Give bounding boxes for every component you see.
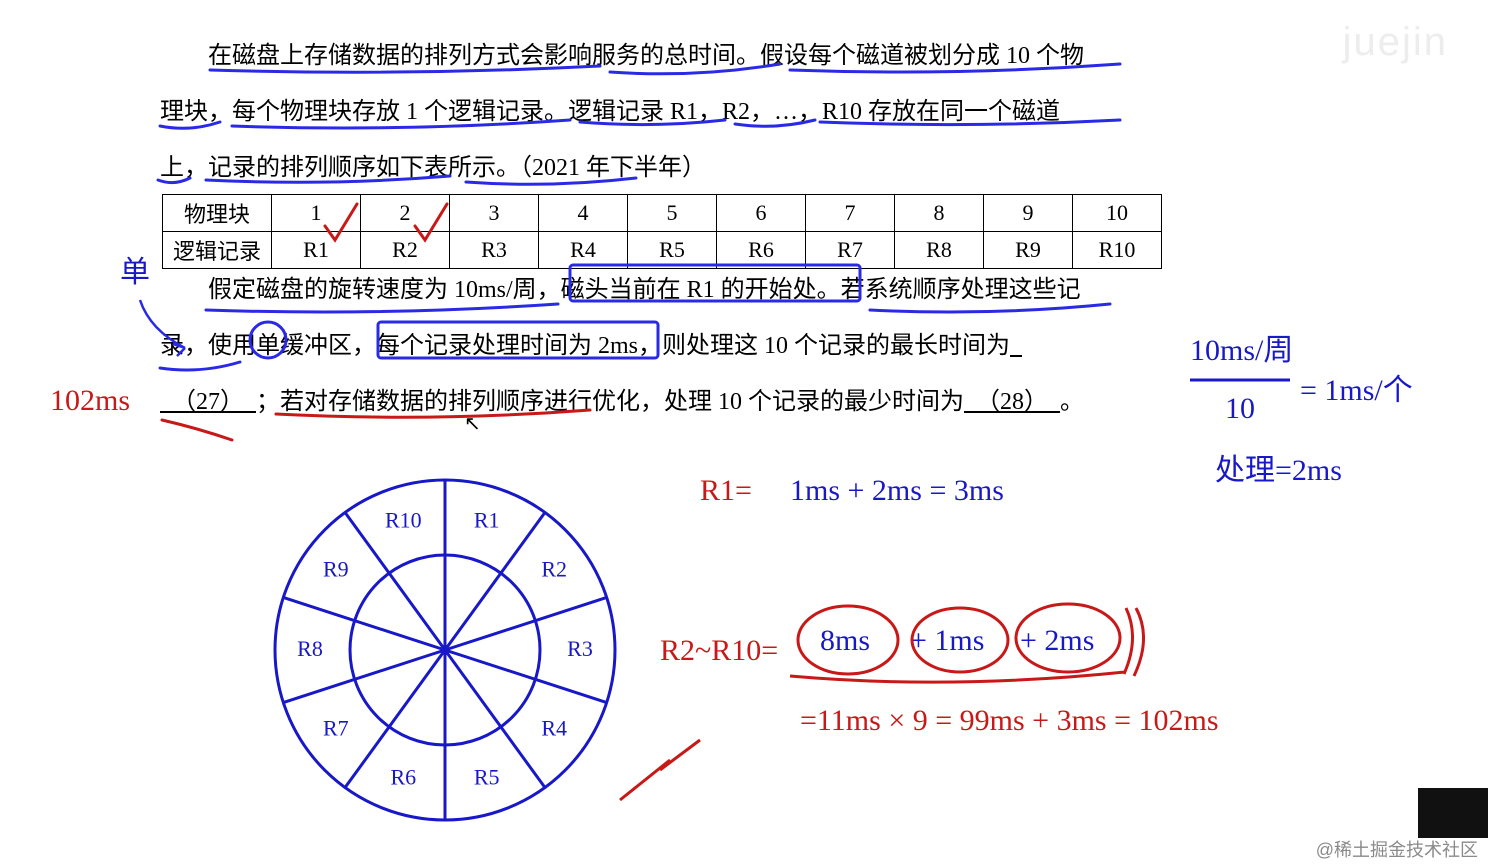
page-root: juejin 在磁盘上存储数据的排列方式会影响服务的总时间。假设每个磁道被划分成… (0, 0, 1488, 868)
calc-term-1: 8ms (820, 624, 870, 657)
problem-line-4: 假定磁盘的旋转速度为 10ms/周，磁头当前在 R1 的开始处。若系统顺序处理这… (160, 262, 1140, 318)
calc-term-3: + 2ms (1020, 624, 1094, 657)
table-cell: 9 (984, 195, 1073, 232)
svg-text:R8: R8 (297, 636, 323, 661)
svg-text:R9: R9 (323, 557, 349, 582)
calc-r2r10-label: R2~R10= (660, 634, 778, 667)
problem-line-6d: 。 (1060, 389, 1084, 415)
svg-text:R10: R10 (385, 508, 422, 533)
table-cell: 1 (272, 195, 361, 232)
problem-line-6b: ；若对存储数据的排列顺序进行优化，处理 10 个记录的最少时间为 (256, 389, 964, 415)
answer-102ms: 102ms (50, 384, 130, 417)
svg-text:R1: R1 (474, 508, 500, 533)
svg-text:R5: R5 (474, 764, 500, 789)
calc-rate-eq: = 1ms/个 (1300, 374, 1413, 407)
problem-line-1: 在磁盘上存储数据的排列方式会影响服务的总时间。假设每个磁道被划分成 10 个物 (160, 28, 1140, 84)
table-cell: 2 (361, 195, 450, 232)
problem-text-2: 假定磁盘的旋转速度为 10ms/周，磁头当前在 R1 的开始处。若系统顺序处理这… (160, 262, 1140, 430)
calc-rate-num: 10ms/周 (1190, 334, 1293, 367)
problem-text: 在磁盘上存储数据的排列方式会影响服务的总时间。假设每个磁道被划分成 10 个物 … (160, 28, 1140, 196)
svg-text:R6: R6 (390, 764, 416, 789)
problem-line-2: 理块，每个物理块存放 1 个逻辑记录。逻辑记录 R1，R2，…，R10 存放在同… (160, 99, 1060, 125)
table-cell: 10 (1073, 195, 1162, 232)
blank-28: （28） (976, 389, 1048, 415)
table-cell: 5 (628, 195, 717, 232)
calc-r1-label: R1= (700, 474, 752, 507)
calc-term-2: + 1ms (910, 624, 984, 657)
table-cell: 7 (806, 195, 895, 232)
problem-line-5: 录，使用单缓冲区，每个记录处理时间为 2ms，则处理这 10 个记录的最长时间为 (160, 333, 1010, 359)
problem-line-3: 上，记录的排列顺序如下表所示。（2021 年下半年） (160, 155, 706, 181)
table-row: 物理块 1 2 3 4 5 6 7 8 9 10 (163, 195, 1162, 232)
table-cell: 3 (450, 195, 539, 232)
video-thumbnail (1418, 788, 1488, 838)
calc-rate-den: 10 (1225, 392, 1255, 425)
row-label: 物理块 (163, 195, 272, 232)
svg-text:R3: R3 (567, 636, 593, 661)
table-cell: 6 (717, 195, 806, 232)
svg-text:R7: R7 (323, 715, 349, 740)
calc-process: 处理=2ms (1215, 454, 1342, 487)
blank-27: （27） (172, 389, 244, 415)
table-cell: 4 (539, 195, 628, 232)
calc-r1-val: 1ms + 2ms = 3ms (790, 474, 1004, 507)
margin-note: 单 (120, 256, 150, 289)
calc-total: =11ms × 9 = 99ms + 3ms = 102ms (800, 704, 1219, 737)
svg-text:R4: R4 (541, 715, 567, 740)
watermark-top: juejin (1343, 20, 1448, 65)
watermark-bot: @稀土掘金技术社区 (1316, 836, 1478, 862)
table-cell: 8 (895, 195, 984, 232)
block-table: 物理块 1 2 3 4 5 6 7 8 9 10 逻辑记录 R1 R2 R3 R… (162, 194, 1162, 269)
svg-text:R2: R2 (541, 557, 567, 582)
